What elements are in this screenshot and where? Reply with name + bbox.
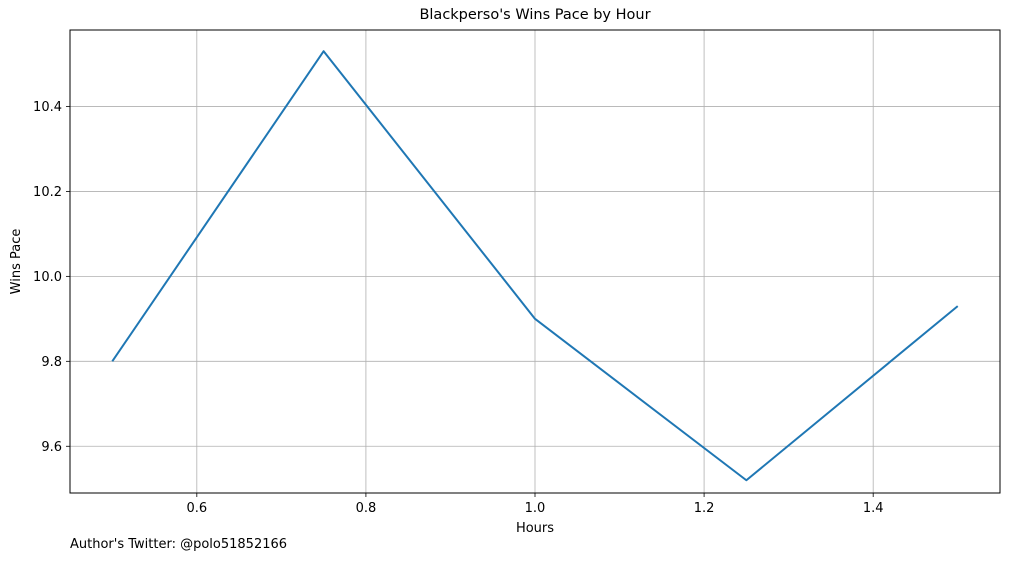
author-credit: Author's Twitter: @polo51852166 [70,537,288,552]
y-tick-label: 10.0 [33,270,62,285]
chart-title: Blackperso's Wins Pace by Hour [419,7,651,23]
x-axis-label: Hours [516,521,554,536]
y-tick-label: 9.6 [41,440,62,455]
x-tick-label: 1.4 [863,501,884,516]
x-tick-label: 0.8 [356,501,377,516]
x-tick-label: 0.6 [186,501,207,516]
ticks-layer: 0.6 0.8 1.0 1.2 1.4 9.6 9.8 10.0 10.2 10.4 [33,100,883,516]
grid-layer [70,30,1000,493]
series-line [111,50,959,482]
y-axis-label: Wins Pace [9,229,24,295]
y-tick-label: 10.2 [33,185,62,200]
x-tick-label: 1.2 [694,501,715,516]
y-tick-label: 10.4 [33,100,62,115]
series-layer [111,50,959,482]
y-tick-label: 9.8 [41,355,62,370]
x-tick-label: 1.0 [525,501,546,516]
